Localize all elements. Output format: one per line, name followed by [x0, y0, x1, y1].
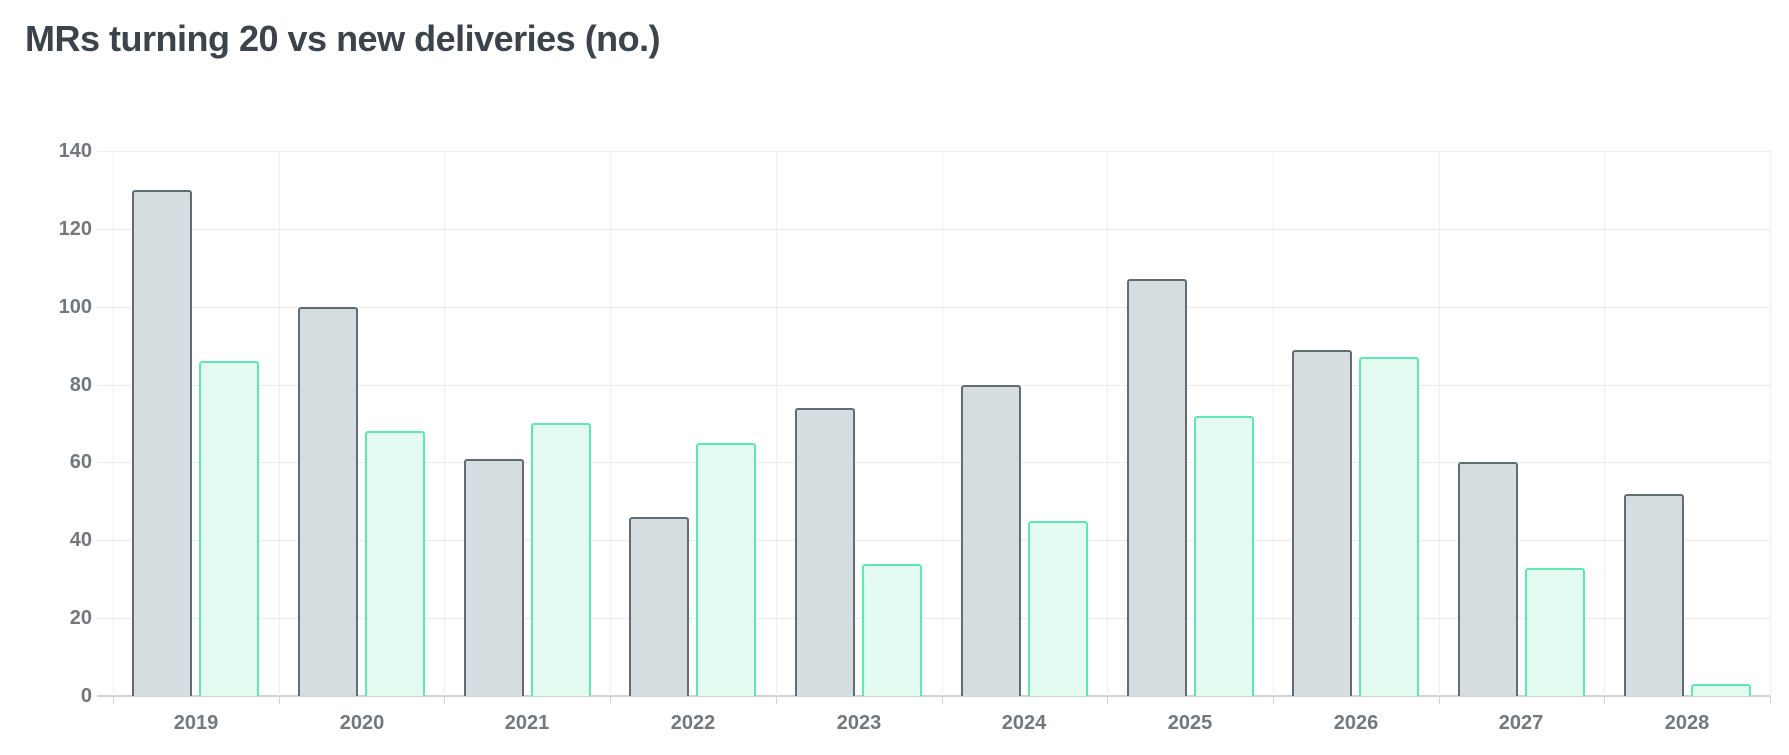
- bar-deliveries-2027[interactable]: [1525, 568, 1585, 696]
- x-tick-label-2023: 2023: [836, 712, 882, 734]
- x-axis-tick: [1770, 696, 1771, 704]
- y-gridline-20: [97, 618, 1770, 620]
- x-gridline: [1770, 151, 1771, 696]
- bar-deliveries-2021[interactable]: [531, 423, 591, 696]
- chart-title: MRs turning 20 vs new deliveries (no.): [25, 18, 661, 59]
- y-tick-label-40: 40: [69, 529, 92, 552]
- bar-deliveries-2022[interactable]: [696, 443, 756, 696]
- x-gridline: [1273, 151, 1274, 696]
- x-tick-label-2020: 2020: [339, 712, 385, 734]
- x-gridline: [444, 151, 445, 696]
- x-axis-tick: [942, 696, 943, 704]
- bar-mrs-2026[interactable]: [1292, 350, 1352, 696]
- x-tick-label-2026: 2026: [1333, 712, 1379, 734]
- bar-mrs-2019[interactable]: [132, 190, 192, 696]
- bar-mrs-2024[interactable]: [961, 385, 1021, 696]
- y-gridline-60: [97, 462, 1770, 464]
- x-axis-tick: [1439, 696, 1440, 704]
- x-tick-label-2025: 2025: [1167, 712, 1213, 734]
- bar-mrs-2021[interactable]: [464, 459, 524, 696]
- x-axis-tick: [776, 696, 777, 704]
- bar-mrs-2022[interactable]: [629, 517, 689, 696]
- x-axis-tick: [1273, 696, 1274, 704]
- x-tick-label-2024: 2024: [1001, 712, 1047, 734]
- x-gridline: [1439, 151, 1440, 696]
- x-gridline: [1107, 151, 1108, 696]
- x-tick-label-2022: 2022: [670, 712, 716, 734]
- x-tick-label-2027: 2027: [1498, 712, 1544, 734]
- bar-deliveries-2025[interactable]: [1194, 416, 1254, 696]
- bar-deliveries-2023[interactable]: [862, 564, 922, 696]
- y-tick-label-80: 80: [69, 373, 92, 396]
- x-tick-label-2021: 2021: [504, 712, 550, 734]
- y-gridline-40: [97, 540, 1770, 542]
- y-tick-label-120: 120: [58, 217, 92, 240]
- x-axis-tick: [610, 696, 611, 704]
- x-gridline: [610, 151, 611, 696]
- bar-mrs-2025[interactable]: [1127, 279, 1187, 696]
- x-gridline: [942, 151, 943, 696]
- bar-deliveries-2028[interactable]: [1691, 684, 1751, 696]
- y-gridline-140: [97, 151, 1770, 152]
- x-axis-tick: [444, 696, 445, 704]
- x-tick-label-2028: 2028: [1664, 712, 1710, 734]
- y-gridline-120: [97, 228, 1770, 230]
- x-axis-tick: [279, 696, 280, 704]
- y-tick-label-0: 0: [80, 685, 92, 707]
- x-gridline: [279, 151, 280, 696]
- x-gridline: [776, 151, 777, 696]
- x-axis-tick: [1107, 696, 1108, 704]
- y-gridline-80: [97, 384, 1770, 386]
- x-gridline: [1604, 151, 1605, 696]
- x-tick-label-2019: 2019: [173, 712, 219, 734]
- bar-deliveries-2019[interactable]: [199, 361, 259, 696]
- x-gridline: [113, 151, 114, 696]
- bar-deliveries-2026[interactable]: [1359, 357, 1419, 696]
- bar-deliveries-2020[interactable]: [365, 431, 425, 696]
- bar-mrs-2020[interactable]: [298, 307, 358, 696]
- bar-deliveries-2024[interactable]: [1028, 521, 1088, 696]
- x-axis-tick: [1604, 696, 1605, 704]
- x-axis-line: [97, 695, 1770, 697]
- y-tick-label-140: 140: [58, 140, 92, 162]
- x-axis-tick: [113, 696, 114, 704]
- y-tick-label-20: 20: [69, 607, 92, 630]
- y-gridline-100: [97, 306, 1770, 308]
- bar-mrs-2028[interactable]: [1624, 494, 1684, 696]
- bar-mrs-2027[interactable]: [1458, 462, 1518, 696]
- plot-area: [97, 151, 1771, 704]
- y-tick-label-100: 100: [58, 295, 92, 318]
- y-tick-label-60: 60: [69, 451, 92, 474]
- bar-mrs-2023[interactable]: [795, 408, 855, 696]
